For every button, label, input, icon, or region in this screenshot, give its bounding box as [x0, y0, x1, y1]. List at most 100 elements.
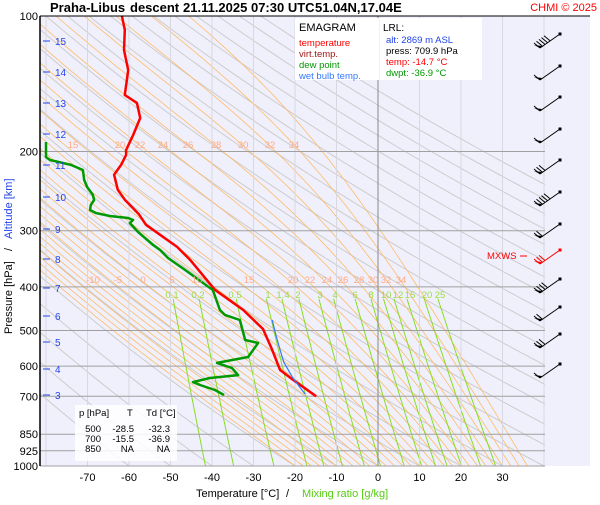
moist-adiabat-label: 32: [381, 275, 392, 286]
moist-adiabat-label: 28: [211, 140, 222, 151]
lrl-alt: alt: 2869 m ASL: [386, 35, 453, 46]
moist-adiabat-label: 20: [288, 275, 299, 286]
mixing-ratio-label: 10: [381, 290, 392, 301]
table-header-p: p [hPa]: [79, 408, 109, 419]
wind-barb-station-dot: [559, 223, 562, 226]
y-tick-label: 500: [20, 326, 38, 338]
mixing-ratio-label: 6: [352, 290, 357, 301]
moist-adiabat-label: 10: [192, 275, 203, 286]
moist-adiabat-label: 26: [338, 275, 349, 286]
mxws-label: MXWS: [487, 251, 517, 262]
moist-adiabat-label: 24: [322, 275, 333, 286]
copyright: CHMI © 2025: [530, 2, 597, 14]
mixing-ratio-label: 0.5: [228, 290, 241, 301]
x-tick-label: 20: [455, 472, 467, 484]
altitude-tick-label: 10: [55, 193, 67, 204]
altitude-tick-label: 3: [55, 391, 61, 402]
title-mode: descent: [130, 0, 180, 15]
wind-barb-station-dot: [559, 128, 562, 131]
y-tick-label: 1000: [14, 461, 38, 473]
x-axis-title: Temperature [°C]: [196, 488, 279, 500]
wind-barb-station-dot: [559, 363, 562, 366]
x-tick-label: -30: [246, 472, 262, 484]
moist-adiabat-label: 34: [289, 140, 300, 151]
altitude-tick-label: 11: [55, 161, 66, 172]
mixing-ratio-label: 12: [393, 290, 404, 301]
y-tick-label: 850: [20, 429, 38, 441]
moist-adiabat-label: 30: [368, 275, 379, 286]
legend-dew-point: dew point: [299, 60, 340, 71]
wind-barb-station-dot: [559, 191, 562, 194]
moist-adiabat-label: -5: [114, 275, 122, 286]
legend-wet-bulb: wet bulb temp.: [298, 71, 361, 82]
table-header-td: Td [°C]: [146, 408, 176, 419]
wind-barb-station-dot: [559, 333, 562, 336]
y-axis-title: Pressure [hPa]: [3, 261, 15, 334]
x-axis-title-mixing-ratio: Mixing ratio [g/kg]: [302, 488, 388, 500]
x-tick-label: -70: [80, 472, 96, 484]
title-coords: 51.04N,17.04E: [315, 0, 402, 15]
x-tick-label: 10: [413, 472, 425, 484]
mixing-ratio-label: 1.4: [276, 290, 289, 301]
wind-barb-station-dot: [559, 249, 562, 252]
moist-adiabat-label: 0: [140, 275, 145, 286]
y-tick-label: 925: [20, 446, 38, 458]
wind-barb-station-dot: [559, 306, 562, 309]
lrl-temp: temp: -14.7 °C: [386, 57, 447, 68]
mixing-ratio-label: 0.1: [165, 290, 178, 301]
moist-adiabat-label: 22: [305, 275, 316, 286]
moist-adiabat-label: 28: [354, 275, 365, 286]
altitude-tick-label: 6: [55, 312, 61, 323]
altitude-tick-label: 5: [55, 338, 61, 349]
table-cell: NA: [121, 444, 135, 455]
y-tick-label: 100: [20, 11, 38, 23]
moist-adiabat-label: 34: [396, 275, 407, 286]
wind-barb-station-dot: [559, 65, 562, 68]
legend-temperature: temperature: [299, 38, 350, 49]
altitude-tick-label: 4: [55, 365, 61, 376]
mixing-ratio-label: 1: [265, 290, 270, 301]
x-tick-label: 30: [496, 472, 508, 484]
moist-adiabat-label: -10: [86, 275, 100, 286]
mixing-ratio-label: 15: [405, 290, 416, 301]
x-tick-label: 0: [375, 472, 381, 484]
x-axis-separator: /: [286, 488, 290, 500]
moist-adiabat-label: 15: [68, 140, 79, 151]
wind-barb-station-dot: [559, 33, 562, 36]
legend-virt-temp: virt.temp.: [299, 49, 338, 60]
lrl-dwpt: dwpt: -36.9 °C: [386, 68, 446, 79]
moist-adiabat-label: 22: [135, 140, 146, 151]
x-tick-label: -10: [329, 472, 345, 484]
x-tick-label: -50: [163, 472, 179, 484]
title-station: Praha-Libus: [50, 0, 125, 15]
moist-adiabat-label: 24: [158, 140, 169, 151]
x-tick-label: -40: [204, 472, 220, 484]
moist-adiabat-label: 32: [265, 140, 276, 151]
altitude-tick-label: 7: [55, 284, 61, 295]
moist-adiabat-label: 30: [238, 140, 249, 151]
y-tick-label: 700: [20, 391, 38, 403]
wind-barb-station-dot: [559, 96, 562, 99]
x-tick-label: -60: [121, 472, 137, 484]
altitude-tick-label: 12: [55, 130, 67, 141]
mixing-ratio-label: 3: [317, 290, 322, 301]
mixing-ratio-label: 2: [295, 290, 300, 301]
altitude-tick-label: 8: [55, 255, 61, 266]
mixing-ratio-label: 8: [368, 290, 373, 301]
table-row: 850 NA NA: [85, 444, 171, 455]
x-tick-label: -20: [287, 472, 303, 484]
mixing-ratio-label: 25: [435, 290, 446, 301]
legend-title: EMAGRAM: [299, 22, 356, 34]
table-cell: 850: [85, 444, 101, 455]
y-axis-separator: /: [3, 247, 15, 251]
altitude-tick-label: 9: [55, 225, 61, 236]
table-cell: NA: [157, 444, 171, 455]
altitude-tick-label: 15: [55, 37, 67, 48]
moist-adiabat-label: 20: [115, 140, 126, 151]
lrl-press: press: 709.9 hPa: [386, 46, 459, 57]
mixing-ratio-label: 4: [332, 290, 337, 301]
table-header-t: T: [127, 408, 133, 419]
moist-adiabat-label: 15: [244, 275, 255, 286]
y-tick-label: 200: [20, 146, 38, 158]
